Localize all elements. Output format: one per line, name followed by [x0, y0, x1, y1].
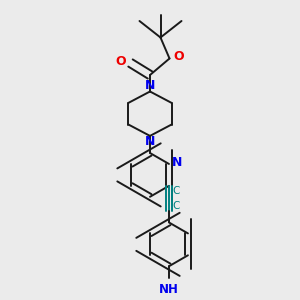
Text: N: N: [172, 156, 183, 169]
Text: O: O: [174, 50, 184, 64]
Text: C: C: [173, 186, 180, 196]
Text: O: O: [116, 55, 126, 68]
Text: N: N: [145, 135, 155, 148]
Text: C: C: [173, 201, 180, 211]
Text: NH: NH: [159, 283, 179, 296]
Text: N: N: [145, 79, 155, 92]
